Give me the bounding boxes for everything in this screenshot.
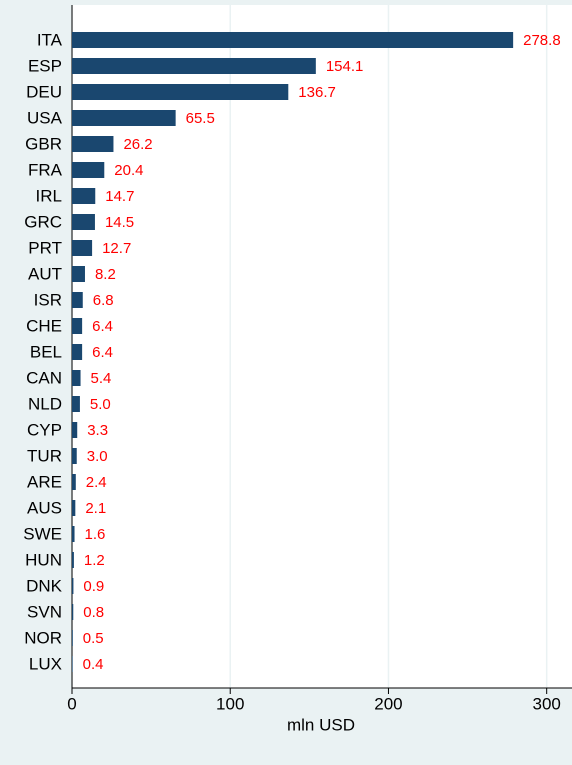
value-label: 0.4 — [83, 656, 104, 673]
y-tick-label: NOR — [24, 628, 62, 647]
bar — [72, 110, 176, 126]
bar — [72, 84, 289, 100]
bar — [72, 58, 316, 74]
value-label: 1.6 — [85, 526, 106, 543]
bar — [72, 136, 114, 152]
y-tick-label: TUR — [27, 446, 62, 465]
value-label: 0.9 — [83, 578, 104, 595]
y-tick-label: GBR — [25, 134, 62, 153]
y-tick-label: CYP — [27, 420, 62, 439]
y-tick-label: ARE — [27, 472, 62, 491]
value-label: 3.0 — [87, 448, 108, 465]
y-tick-label: GRC — [24, 212, 62, 231]
bar — [72, 188, 96, 204]
bar — [72, 396, 80, 412]
value-label: 6.4 — [92, 344, 113, 361]
bar — [72, 344, 83, 360]
bar — [72, 578, 74, 594]
bar — [72, 448, 77, 464]
value-label: 12.7 — [102, 240, 131, 257]
bar — [72, 318, 83, 334]
bar — [72, 656, 73, 672]
bar — [72, 32, 514, 48]
bar — [72, 422, 78, 438]
bar — [72, 370, 81, 386]
y-tick-label: CHE — [26, 316, 62, 335]
y-tick-label: AUS — [27, 498, 62, 517]
y-tick-label: ITA — [37, 30, 63, 49]
y-tick-label: ESP — [28, 56, 62, 75]
bar — [72, 240, 93, 256]
bar — [72, 500, 76, 516]
value-label: 65.5 — [186, 110, 215, 127]
y-tick-label: FRA — [28, 160, 63, 179]
value-label: 20.4 — [114, 162, 143, 179]
y-tick-label: SWE — [23, 524, 62, 543]
y-tick-label: NLD — [28, 394, 62, 413]
value-label: 14.5 — [105, 214, 134, 231]
value-label: 0.5 — [83, 630, 104, 647]
y-tick-label: HUN — [25, 550, 62, 569]
value-label: 3.3 — [87, 422, 108, 439]
x-axis-title: mln USD — [287, 715, 355, 734]
x-tick-label: 200 — [374, 694, 402, 713]
x-tick-label: 300 — [532, 694, 560, 713]
y-tick-label: USA — [27, 108, 63, 127]
y-tick-label: PRT — [28, 238, 62, 257]
value-label: 2.4 — [86, 474, 107, 491]
bar — [72, 526, 75, 542]
value-label: 154.1 — [326, 58, 364, 75]
value-label: 8.2 — [95, 266, 116, 283]
bar — [72, 214, 95, 230]
value-label: 1.2 — [84, 552, 105, 569]
value-label: 5.0 — [90, 396, 111, 413]
y-tick-label: BEL — [30, 342, 62, 361]
value-label: 26.2 — [123, 136, 152, 153]
y-tick-label: SVN — [27, 602, 62, 621]
y-tick-label: AUT — [28, 264, 62, 283]
y-tick-label: DNK — [26, 576, 63, 595]
bar — [72, 552, 74, 568]
value-label: 2.1 — [85, 500, 106, 517]
value-label: 0.8 — [83, 604, 104, 621]
bar — [72, 474, 76, 490]
bar — [72, 604, 74, 620]
y-tick-label: DEU — [26, 82, 62, 101]
x-tick-label: 100 — [216, 694, 244, 713]
value-label: 136.7 — [298, 84, 336, 101]
y-tick-label: CAN — [26, 368, 62, 387]
y-tick-label: IRL — [36, 186, 62, 205]
y-tick-label: ISR — [34, 290, 62, 309]
bar — [72, 162, 105, 178]
bar — [72, 266, 85, 282]
bar — [72, 292, 83, 308]
y-tick-label: LUX — [29, 654, 62, 673]
value-label: 14.7 — [105, 188, 134, 205]
x-tick-label: 0 — [67, 694, 76, 713]
value-label: 6.8 — [93, 292, 114, 309]
plot-area — [72, 5, 572, 688]
value-label: 278.8 — [523, 32, 561, 49]
value-label: 5.4 — [91, 370, 112, 387]
bar — [72, 630, 73, 646]
value-label: 6.4 — [92, 318, 113, 335]
